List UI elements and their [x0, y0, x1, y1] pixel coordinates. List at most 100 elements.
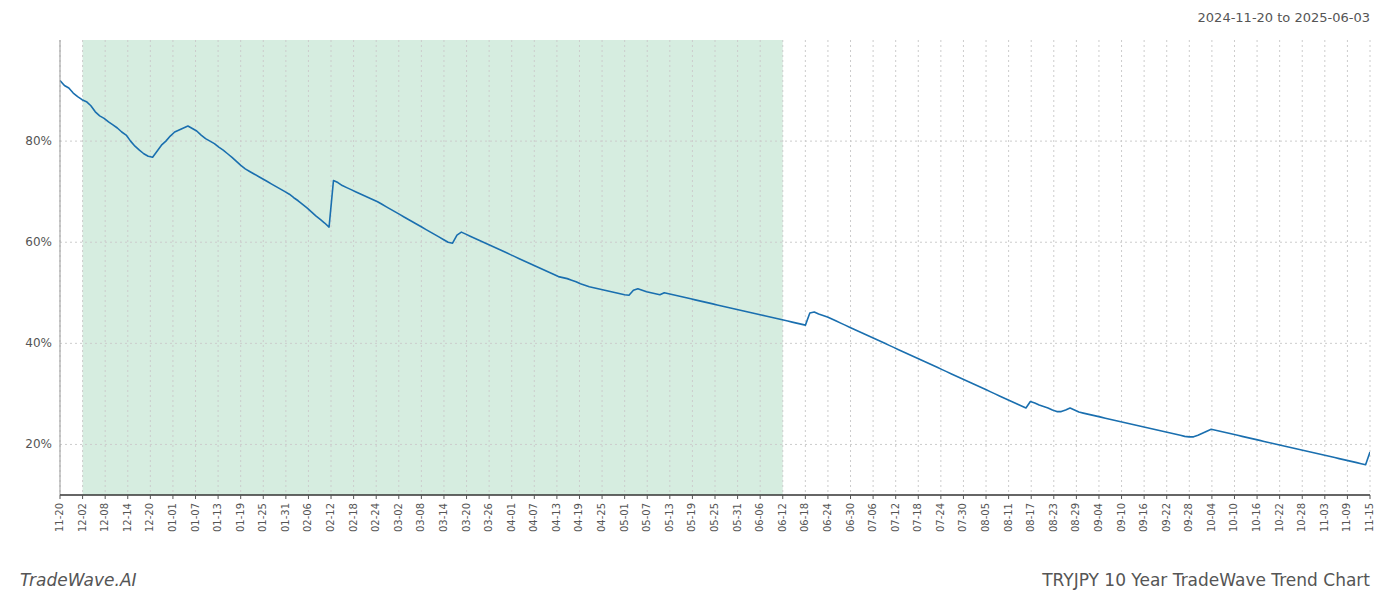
x-tick-mark: [353, 495, 354, 499]
x-tick-mark: [940, 495, 941, 499]
x-tick-mark: [579, 495, 580, 499]
x-tick-label: 10-10: [1228, 503, 1239, 532]
x-grid-line: [353, 40, 354, 495]
x-grid-line: [105, 40, 106, 495]
x-grid-line: [940, 40, 941, 495]
x-grid-line: [240, 40, 241, 495]
x-tick-label: 09-04: [1093, 503, 1104, 532]
x-tick-mark: [624, 495, 625, 499]
x-tick-label: 05-07: [641, 503, 652, 532]
x-tick-label: 07-30: [957, 503, 968, 532]
x-tick-mark: [60, 495, 61, 499]
x-tick-mark: [1257, 495, 1258, 499]
x-grid-line: [624, 40, 625, 495]
x-tick-label: 02-12: [325, 503, 336, 532]
x-tick-label: 01-13: [212, 503, 223, 532]
chart: 20%40%60%80%11-2012-0212-0812-1412-2001-…: [0, 0, 1400, 600]
x-tick-mark: [443, 495, 444, 499]
axes: 20%40%60%80%11-2012-0212-0812-1412-2001-…: [25, 40, 1375, 532]
x-tick-mark: [1279, 495, 1280, 499]
x-grid-line: [873, 40, 874, 495]
x-grid-line: [195, 40, 196, 495]
x-grid-line: [534, 40, 535, 495]
x-tick-label: 10-04: [1206, 503, 1217, 532]
x-tick-label: 08-05: [980, 503, 991, 532]
x-grid-line: [1121, 40, 1122, 495]
x-tick-mark: [1324, 495, 1325, 499]
x-grid-line: [331, 40, 332, 495]
x-grid-line: [1211, 40, 1212, 495]
x-grid-line: [579, 40, 580, 495]
x-tick-mark: [1347, 495, 1348, 499]
x-tick-mark: [602, 495, 603, 499]
x-tick-label: 09-28: [1183, 503, 1194, 532]
x-grid-line: [82, 40, 83, 495]
x-grid-line: [421, 40, 422, 495]
x-tick-label: 03-02: [393, 503, 404, 532]
x-tick-mark: [172, 495, 173, 499]
x-tick-label: 04-01: [506, 503, 517, 532]
x-grid-line: [602, 40, 603, 495]
x-tick-label: 12-02: [77, 503, 88, 532]
y-tick-label: 80%: [25, 134, 52, 148]
x-tick-mark: [895, 495, 896, 499]
x-tick-mark: [398, 495, 399, 499]
x-grid-line: [172, 40, 173, 495]
x-grid-line: [782, 40, 783, 495]
x-grid-line: [1324, 40, 1325, 495]
x-tick-mark: [511, 495, 512, 499]
subtitle: 2024-11-20 to 2025-06-03: [1198, 10, 1370, 25]
x-tick-label: 11-09: [1341, 503, 1352, 532]
x-grid-line: [263, 40, 264, 495]
grid: [60, 40, 1370, 495]
x-grid-line: [398, 40, 399, 495]
x-tick-mark: [1053, 495, 1054, 499]
x-grid-line: [1076, 40, 1077, 495]
y-grid-line: [60, 444, 1370, 445]
x-tick-mark: [1189, 495, 1190, 499]
x-tick-mark: [1166, 495, 1167, 499]
x-grid-line: [1053, 40, 1054, 495]
x-tick-mark: [1370, 495, 1371, 499]
x-tick-label: 02-06: [302, 503, 313, 532]
x-tick-label: 11-20: [54, 503, 65, 532]
x-grid-line: [827, 40, 828, 495]
x-tick-mark: [1076, 495, 1077, 499]
x-tick-mark: [556, 495, 557, 499]
x-grid-line: [1302, 40, 1303, 495]
x-tick-label: 08-11: [1003, 503, 1014, 532]
x-grid-line: [127, 40, 128, 495]
x-tick-label: 05-25: [709, 503, 720, 532]
x-grid-line: [1098, 40, 1099, 495]
x-grid-line: [1189, 40, 1190, 495]
x-grid-line: [669, 40, 670, 495]
x-tick-label: 10-22: [1274, 503, 1285, 532]
x-tick-label: 05-13: [664, 503, 675, 532]
x-tick-label: 07-06: [867, 503, 878, 532]
x-tick-mark: [1031, 495, 1032, 499]
x-tick-label: 07-24: [935, 503, 946, 532]
x-grid-line: [1347, 40, 1348, 495]
x-tick-mark: [331, 495, 332, 499]
x-tick-mark: [466, 495, 467, 499]
x-grid-line: [1257, 40, 1258, 495]
x-tick-label: 01-07: [190, 503, 201, 532]
x-tick-label: 09-10: [1116, 503, 1127, 532]
x-tick-mark: [1234, 495, 1235, 499]
x-tick-label: 07-18: [912, 503, 923, 532]
x-tick-mark: [1302, 495, 1303, 499]
shade-layer: [83, 40, 783, 495]
x-grid-line: [963, 40, 964, 495]
x-tick-label: 06-30: [845, 503, 856, 532]
x-grid-line: [60, 40, 61, 495]
x-grid-line: [850, 40, 851, 495]
x-tick-label: 02-18: [348, 503, 359, 532]
x-tick-label: 05-01: [619, 503, 630, 532]
x-tick-label: 05-31: [732, 503, 743, 532]
x-grid-line: [511, 40, 512, 495]
annotation: TradeWave.AI: [20, 570, 137, 590]
x-grid-line: [918, 40, 919, 495]
title: TRYJPY 10 Year TradeWave Trend Chart: [1041, 570, 1370, 590]
x-tick-mark: [986, 495, 987, 499]
x-tick-label: 03-14: [438, 503, 449, 532]
